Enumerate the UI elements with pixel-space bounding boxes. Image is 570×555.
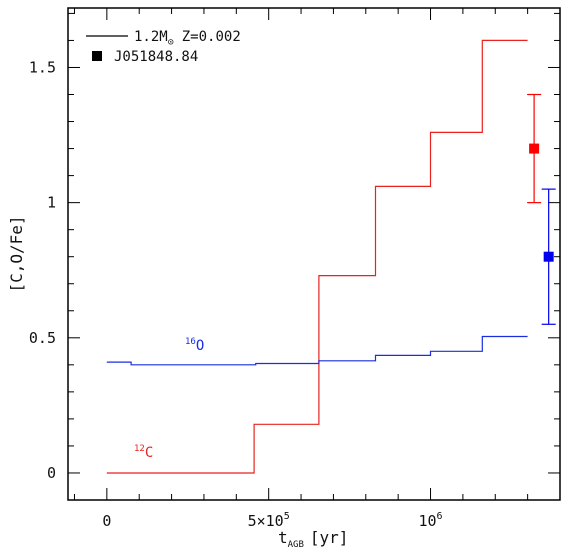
- series-line-12C: [106, 39, 528, 474]
- y-tick-label: 1: [47, 194, 56, 212]
- y-tick-label: 0.5: [29, 329, 56, 347]
- axis-ticks: 0 5×105 106 0 0.5 1 1.5: [29, 8, 561, 530]
- legend-model-text: 1.2M⊙ Z=0.002: [134, 29, 241, 48]
- legend: 1.2M⊙ Z=0.002 J051848.84: [86, 29, 241, 65]
- plot-frame: [67, 7, 561, 501]
- y-tick-label: 0: [47, 464, 56, 482]
- label-16O: 16O: [185, 337, 204, 354]
- x-tick-label: 5×105: [248, 511, 290, 530]
- legend-square-marker: [92, 51, 102, 61]
- observation-point-O: [543, 251, 554, 262]
- y-axis-title: [C,O/Fe]: [7, 215, 26, 292]
- x-axis-title: tAGB [yr]: [278, 528, 348, 550]
- label-12C: 12C: [134, 444, 153, 461]
- x-tick-label: 106: [418, 511, 442, 530]
- legend-observation-text: J051848.84: [114, 49, 198, 65]
- x-tick-label: 0: [102, 512, 111, 530]
- observations: [527, 93, 556, 325]
- observation-point-C: [529, 143, 540, 154]
- series-line-16O: [106, 335, 528, 366]
- series-lines: [106, 39, 528, 474]
- y-tick-label: 1.5: [29, 58, 56, 76]
